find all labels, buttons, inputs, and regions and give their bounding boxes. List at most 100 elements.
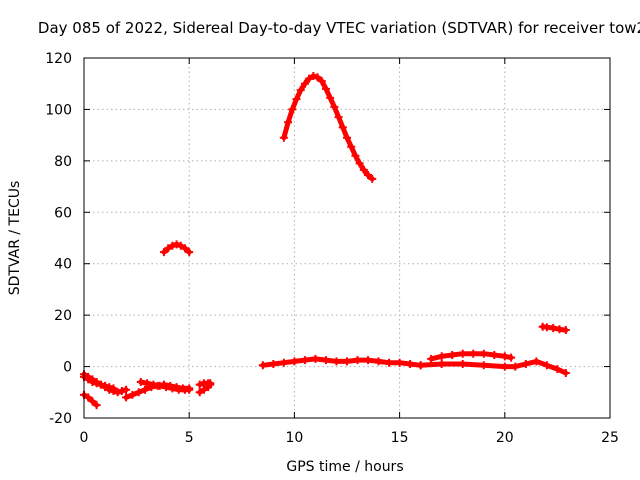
data-point-marker [300, 79, 309, 88]
data-point-marker [549, 324, 558, 332]
data-point-marker [326, 93, 335, 102]
data-point-marker [448, 351, 457, 359]
data-point-marker [128, 390, 137, 399]
data-point-marker [458, 360, 467, 368]
data-point-marker [427, 354, 436, 363]
series-track-k [427, 349, 516, 363]
data-point-marker [168, 241, 177, 250]
data-point-marker [88, 375, 97, 384]
gridlines [84, 58, 610, 418]
data-point-marker [105, 383, 114, 392]
data-point-marker [507, 353, 516, 362]
data-point-marker [185, 385, 194, 394]
data-point-marker [368, 174, 377, 183]
data-point-marker [290, 357, 299, 366]
data-point-marker [305, 74, 314, 83]
data-point-marker [561, 326, 570, 335]
data-point-marker [162, 383, 171, 392]
data-point-marker [321, 84, 330, 93]
series-trace [197, 382, 213, 395]
data-point-marker [500, 352, 509, 361]
y-tick-label: 20 [54, 308, 72, 324]
data-point-marker [136, 378, 145, 386]
series-track-c [80, 370, 118, 393]
x-tick-label: 15 [391, 430, 409, 446]
data-point-marker [561, 369, 570, 377]
data-point-marker [164, 244, 173, 253]
data-point-marker [511, 362, 520, 371]
data-point-marker [159, 248, 168, 257]
data-point-marker [155, 381, 164, 390]
x-tick-label: 25 [601, 430, 619, 446]
data-point-marker [500, 362, 509, 371]
data-point-marker [279, 358, 288, 367]
data-point-marker [168, 384, 177, 393]
data-point-marker [374, 357, 383, 366]
axis-ticks: 0 5 10 15 20 25 -20 0 20 40 60 80 100 120 [45, 51, 619, 446]
data-point-marker [532, 357, 541, 366]
data-point-marker [109, 384, 118, 393]
data-point-marker [279, 133, 288, 142]
data-point-marker [300, 356, 309, 365]
data-point-marker [351, 151, 360, 160]
data-point-marker [490, 351, 499, 359]
data-point-marker [284, 118, 293, 127]
data-point-marker [395, 358, 404, 367]
data-point-marker [343, 133, 351, 142]
data-point-marker [134, 388, 143, 397]
series-trace [260, 356, 424, 368]
x-tick-label: 20 [496, 430, 514, 446]
data-point-marker [385, 358, 394, 367]
y-tick-label: 80 [54, 154, 72, 170]
data-point-marker [437, 360, 446, 368]
data-point-marker [406, 360, 415, 368]
data-point-marker [172, 240, 181, 249]
data-point-marker [84, 372, 93, 381]
data-point-marker [364, 171, 373, 179]
data-point-marker [122, 393, 131, 402]
data-point-marker [542, 361, 551, 370]
data-point-marker [347, 142, 356, 151]
data-point-marker [334, 113, 343, 122]
series-track-e [136, 378, 194, 394]
data-point-marker [479, 349, 488, 358]
x-tick-label: 10 [285, 430, 303, 446]
data-point-marker [117, 387, 126, 395]
data-point-marker [353, 356, 362, 365]
y-tick-label: 40 [54, 257, 72, 273]
y-tick-label: 0 [63, 360, 72, 376]
data-point-marker [143, 379, 152, 388]
data-point-marker [313, 73, 322, 82]
data-point-marker [195, 388, 204, 397]
data-point-marker [437, 352, 446, 361]
data-point-marker [479, 361, 488, 370]
data-point-marker [206, 379, 215, 388]
x-axis-label: GPS time / hours [286, 459, 403, 475]
data-point-marker [364, 356, 373, 365]
data-point-marker [141, 385, 150, 394]
data-point-marker [359, 165, 368, 174]
data-point-marker [113, 388, 122, 397]
series-track-b [80, 390, 101, 410]
series-track-l [416, 357, 570, 377]
data-point-marker [338, 123, 347, 132]
y-tick-label: -20 [49, 411, 72, 427]
series-trace [281, 73, 375, 182]
x-tick-label: 5 [185, 430, 194, 446]
plot-frame [83, 57, 611, 419]
data-point-marker [96, 380, 105, 389]
data-point-marker [332, 357, 341, 366]
data-point-marker [185, 248, 194, 257]
data-point-marker [321, 356, 330, 365]
data-point-marker [292, 95, 301, 104]
data-points [80, 72, 570, 410]
x-tick-label: 0 [80, 430, 89, 446]
data-point-marker [269, 360, 278, 368]
data-point-marker [195, 380, 204, 389]
data-point-marker [355, 159, 364, 168]
series-track-h [159, 240, 194, 257]
data-point-marker [311, 354, 320, 363]
data-point-marker [258, 361, 267, 370]
data-point-marker [416, 361, 425, 370]
data-point-marker [469, 349, 478, 358]
